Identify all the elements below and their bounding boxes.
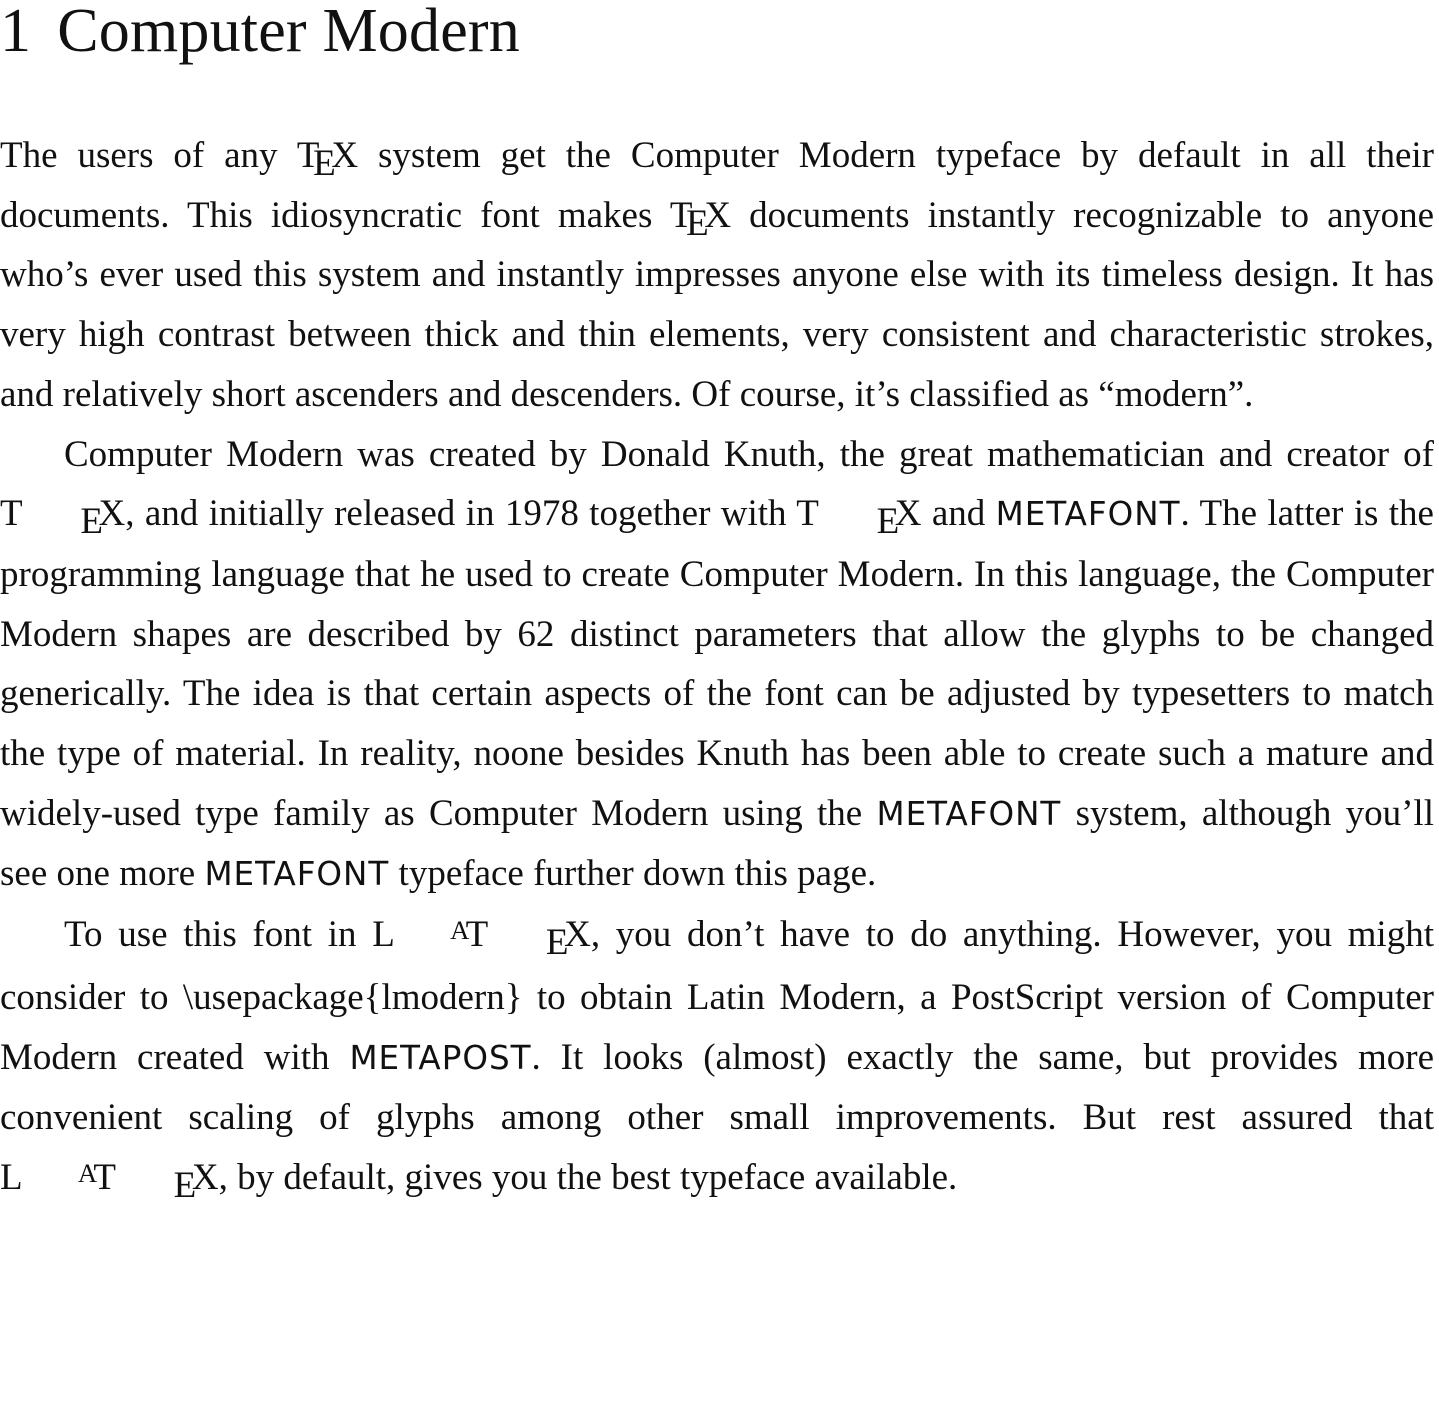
tex-logo-e: E <box>686 202 709 244</box>
text-segment: documents instantly recognizable to anyo… <box>0 194 1434 415</box>
section-title: Computer Modern <box>57 0 520 65</box>
metafont-logo: META­FONT <box>995 495 1181 534</box>
tex-logo-t: T <box>296 135 320 176</box>
text-segment: . The latter is the programming language… <box>0 493 1434 834</box>
tex-logo-x: X <box>894 493 922 535</box>
tex-logo: TEX <box>669 194 732 244</box>
tex-logo-x: X <box>98 493 126 535</box>
metapost-logo: METAPOST <box>349 1038 532 1077</box>
tex-logo-t: T <box>669 194 693 236</box>
latex-logo-a: A <box>77 1157 98 1188</box>
latex-logo-l: L <box>372 914 395 956</box>
latex-logo-x: X <box>191 1156 219 1198</box>
paragraph-2: Computer Modern was created by Donald Kn… <box>0 425 1434 906</box>
text-segment: The users of any <box>0 135 297 176</box>
text-segment: , by default, gives you the best typefac… <box>218 1156 958 1198</box>
metafont-logo: META­FONT <box>876 794 1062 833</box>
section-number: 1 <box>0 0 32 65</box>
text-segment: Computer Modern was created by Donald Kn… <box>64 433 1434 475</box>
text-segment: . It looks (almost) exactly the same, bu… <box>0 1036 1434 1139</box>
latex-logo-e: E <box>173 1165 197 1207</box>
latex-logo-t: T <box>93 1156 116 1198</box>
text-segment: typeface further down this page. <box>389 853 877 895</box>
latex-logo-a: A <box>450 914 470 945</box>
tex-logo-e: E <box>876 501 900 543</box>
latex-logo-l: L <box>0 1156 23 1198</box>
text-segment: and <box>921 493 996 535</box>
body-text: The users of any TEX system get the Comp… <box>0 126 1434 1211</box>
text-segment: system get the Computer Modern typeface … <box>0 135 1435 236</box>
paragraph-1: The users of any TEX system get the Comp… <box>0 126 1434 425</box>
tex-logo-e: E <box>313 143 336 185</box>
paragraph-3: To use this font in L AT EX, you don’t hav… <box>0 905 1434 1211</box>
tex-logo: T EX <box>0 493 126 542</box>
tex-logo: T EX <box>796 493 922 542</box>
latex-logo-x: X <box>564 914 591 956</box>
tex-logo-x: X <box>704 194 732 236</box>
latex-logo-t: T <box>465 914 489 956</box>
tex-logo-e: E <box>80 501 103 543</box>
latex-logo: L AT EX <box>372 914 591 963</box>
tex-logo-x: X <box>331 135 359 176</box>
text-segment: , you don’t have to do anything. However… <box>0 914 1434 1078</box>
section-heading: 1 Computer Modern <box>0 0 1434 62</box>
text-segment: To use this font in <box>64 914 373 956</box>
tex-logo: TEX <box>296 135 359 184</box>
metafont-logo: METAFONT <box>204 855 390 894</box>
text-segment: system, although you’ll see one more <box>0 792 1434 895</box>
latex-logo-e: E <box>545 922 569 964</box>
text-segment: , and initially released in 1978 togethe… <box>125 493 797 535</box>
tex-logo-t: T <box>796 493 819 535</box>
tex-logo-t: T <box>0 493 23 535</box>
document-page: 1 Computer Modern The users of any TEX sy… <box>0 0 1434 1206</box>
latex-logo: L AT EX <box>0 1156 219 1206</box>
